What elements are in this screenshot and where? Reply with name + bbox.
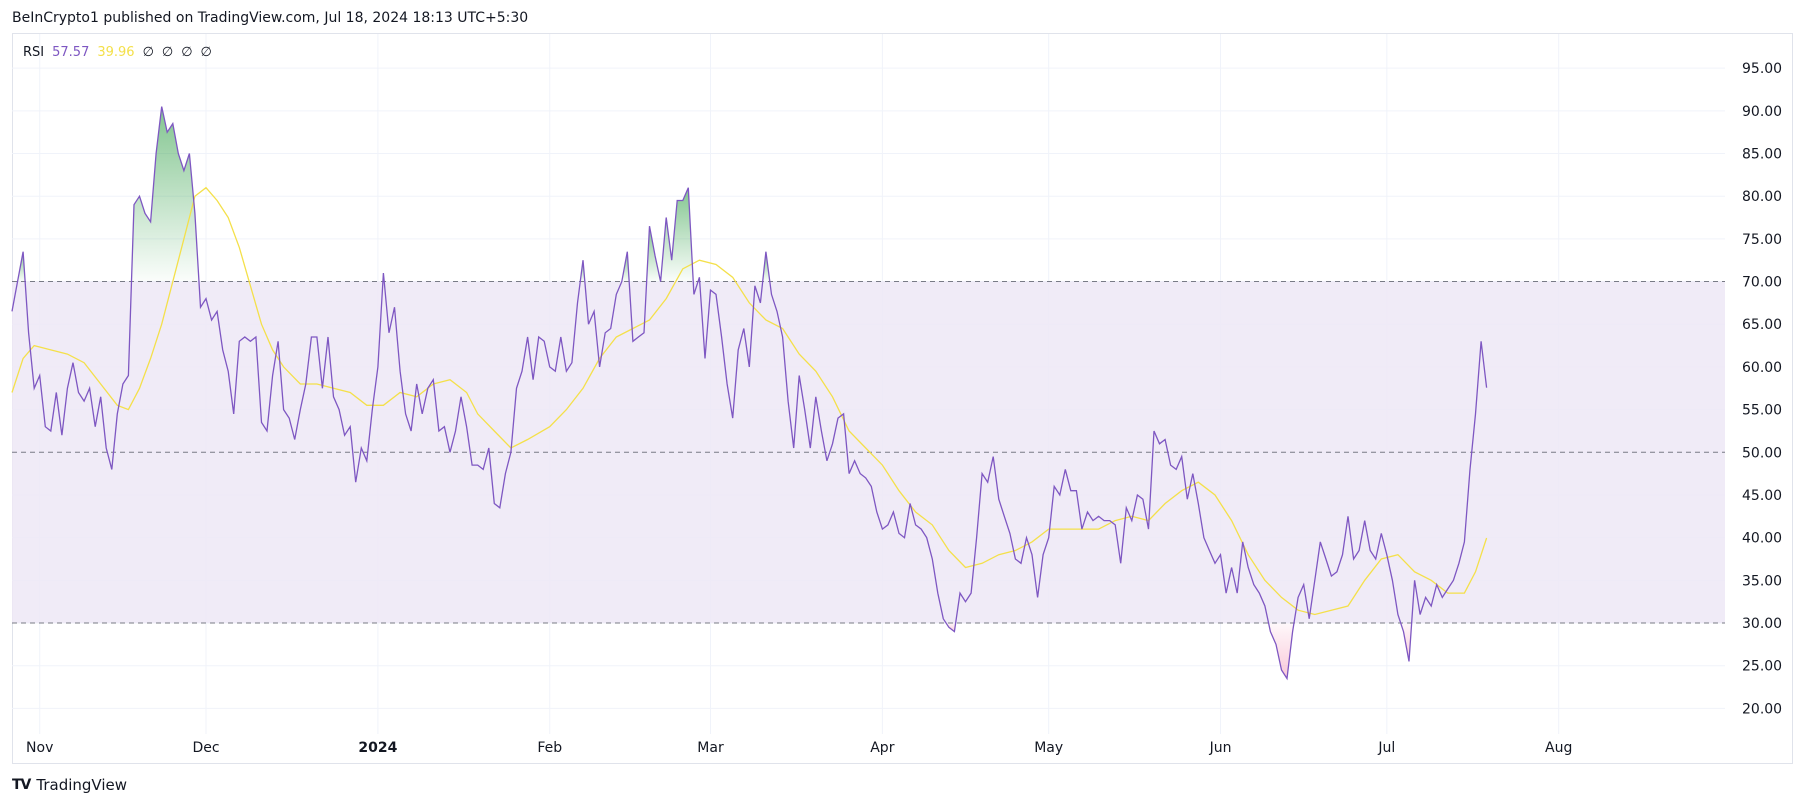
x-tick-label: 2024: [358, 740, 397, 756]
footer: TV TradingView: [12, 776, 127, 794]
level-lines: [12, 281, 1725, 624]
x-tick-label: Nov: [26, 740, 53, 756]
y-tick-label: 80.00: [1742, 189, 1782, 205]
x-tick-label: Mar: [697, 740, 724, 756]
legend-na-2: ∅: [161, 45, 174, 60]
oversold-fill: [1400, 623, 1412, 662]
overbought-fill: [131, 106, 199, 282]
legend-ma-value: 39.96: [97, 45, 135, 60]
tradingview-logo[interactable]: TV: [12, 777, 31, 793]
x-axis: Nov Dec 2024 Feb Mar Apr May Jun Jul Aug: [26, 740, 1572, 756]
overbought-fill: [762, 251, 770, 282]
oversold-fill: [946, 623, 956, 632]
y-tick-label: 35.00: [1742, 573, 1782, 589]
tradingview-brand[interactable]: TradingView: [36, 776, 128, 794]
y-tick-label: 75.00: [1742, 232, 1782, 248]
rsi-line: [11, 106, 1488, 681]
legend-na-1: ∅: [142, 45, 154, 60]
y-tick-label: 95.00: [1742, 61, 1782, 77]
y-tick-label: 85.00: [1742, 147, 1782, 163]
x-tick-label: Jun: [1209, 740, 1232, 756]
y-tick-label: 40.00: [1742, 531, 1782, 547]
legend-rsi-value: 57.57: [52, 45, 90, 60]
y-tick-label: 25.00: [1742, 659, 1782, 675]
legend-na-3: ∅: [181, 45, 193, 60]
x-tick-label: Aug: [1545, 740, 1572, 756]
x-tick-label: Jul: [1377, 740, 1395, 756]
legend: RSI 57.57 39.96 ∅ ∅ ∅ ∅: [23, 45, 212, 60]
overbought-fill: [660, 187, 694, 282]
y-tick-label: 90.00: [1742, 104, 1782, 120]
x-tick-label: May: [1034, 740, 1063, 756]
y-tick-label: 30.00: [1742, 616, 1782, 632]
publish-info: BeInCrypto1 published on TradingView.com…: [12, 10, 529, 26]
y-tick-label: 60.00: [1742, 360, 1782, 376]
y-tick-label: 55.00: [1742, 403, 1782, 419]
legend-indicator-name: RSI: [23, 45, 45, 60]
x-tick-label: Feb: [537, 740, 562, 756]
x-tick-label: Dec: [192, 740, 219, 756]
x-tick-label: Apr: [870, 740, 894, 756]
y-tick-label: 20.00: [1742, 701, 1782, 717]
series-lines: [11, 106, 1488, 681]
oversold-fill: [1268, 623, 1294, 679]
legend-na-4: ∅: [200, 45, 212, 60]
y-tick-label: 50.00: [1742, 445, 1782, 461]
y-tick-label: 70.00: [1742, 275, 1782, 291]
y-axis: 95.00 90.00 85.00 80.00 75.00 70.00 65.00 60.00…: [1742, 61, 1782, 717]
y-tick-label: 65.00: [1742, 317, 1782, 333]
ma-line: [11, 186, 1488, 616]
y-tick-label: 45.00: [1742, 488, 1782, 504]
